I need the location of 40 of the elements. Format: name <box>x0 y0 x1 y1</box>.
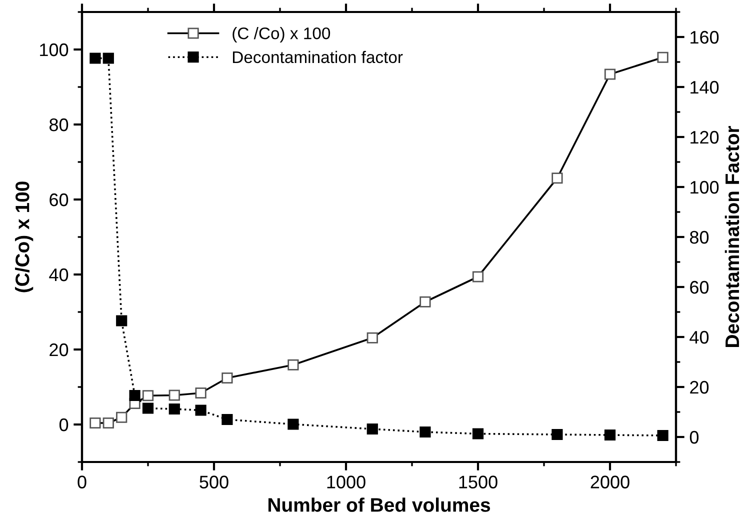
x-axis-title: Number of Bed volumes <box>268 498 490 512</box>
point <box>90 52 101 64</box>
y-tick-label: 20 <box>50 343 68 356</box>
y2-tick-label: 0 <box>690 430 699 444</box>
x-tick-label: 2000 <box>590 476 630 488</box>
point <box>195 404 206 416</box>
point <box>657 430 668 442</box>
y2-tick-label: 60 <box>690 280 709 294</box>
y-tick-label: 80 <box>50 118 68 132</box>
x-tick-label: 500 <box>200 476 228 488</box>
y2-tick-label: 160 <box>690 30 719 44</box>
y2-tick-label: 100 <box>690 180 719 194</box>
point <box>129 390 140 402</box>
x-tick-label: 1500 <box>459 476 498 488</box>
x-tick-label: 0 <box>78 476 86 488</box>
y2-tick-label: 140 <box>690 80 719 94</box>
y2-tick-label: 120 <box>690 130 719 144</box>
point <box>116 315 128 326</box>
x-tick-label: 1000 <box>327 476 366 488</box>
y2-tick-label: 40 <box>690 330 709 344</box>
point <box>168 403 180 415</box>
point <box>102 52 114 64</box>
point <box>552 428 563 440</box>
y-tick-label: 100 <box>40 43 68 56</box>
point <box>222 414 233 426</box>
point <box>142 402 154 414</box>
legend-label: Decontamination factor <box>232 50 403 64</box>
y-tick-label: 40 <box>49 268 68 282</box>
point <box>288 418 299 430</box>
point <box>420 426 431 438</box>
y-axis-title: (C/Co) x 100 <box>15 182 34 292</box>
y2-tick-label: 20 <box>690 380 709 394</box>
point <box>604 429 616 441</box>
y2-axis-title: Decontamination Factor <box>724 126 740 347</box>
y-tick-label: 0 <box>59 418 68 432</box>
y-tick-label: 60 <box>50 193 68 206</box>
y2-tick-label: 80 <box>690 230 709 244</box>
point <box>366 423 378 435</box>
point <box>472 428 484 440</box>
legend-label: (C /Co) x 100 <box>232 27 330 43</box>
